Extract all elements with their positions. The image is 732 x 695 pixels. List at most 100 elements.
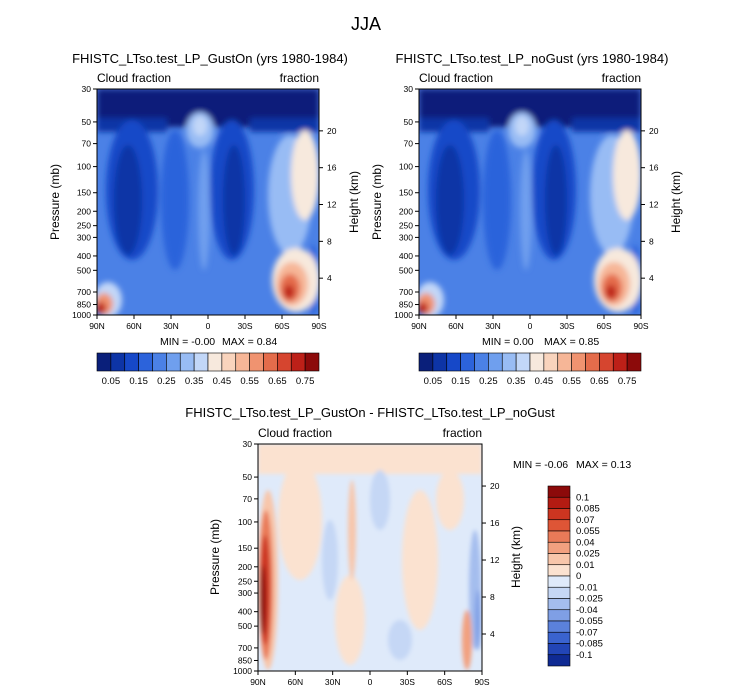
y-tick-label: 400 xyxy=(399,251,413,261)
colorbar-swatch xyxy=(166,352,181,372)
colorbar-label: 0.75 xyxy=(618,376,637,387)
x-tick-label: 60S xyxy=(437,677,452,687)
colorbar: 0.05 0.15 0.25 0.35 0.45 0.55 0.65 0.75 xyxy=(96,352,320,387)
colorbar-swatch xyxy=(547,519,571,532)
left-label: Cloud fraction xyxy=(258,426,332,440)
max-value: MAX = 0.85 xyxy=(544,336,599,348)
y2-tick-label: 4 xyxy=(327,273,332,283)
right-label: fraction xyxy=(443,426,482,440)
y2-tick-label: 8 xyxy=(649,236,654,246)
y-tick-label: 1000 xyxy=(233,666,252,676)
contour-field xyxy=(258,444,482,671)
colorbar-swatch xyxy=(547,541,571,554)
colorbar-label: 0.25 xyxy=(479,376,498,387)
y-tick-label: 100 xyxy=(77,162,91,172)
colorbar-swatch xyxy=(207,352,223,372)
panel-gust-on: FHISTC_LTso.test_LP_GustOn (yrs 1980-198… xyxy=(48,51,361,387)
colorbar-swatch xyxy=(547,598,571,611)
max-value: MAX = 0.84 xyxy=(222,336,277,348)
colorbar-swatch xyxy=(501,352,517,372)
y-axis-label: Pressure (mb) xyxy=(370,164,384,240)
x-tick-label: 90S xyxy=(633,321,648,331)
colorbar-label: 0.04 xyxy=(576,537,595,548)
contour-field xyxy=(97,89,319,315)
left-label: Cloud fraction xyxy=(419,71,493,85)
y-tick-label: 250 xyxy=(399,221,413,231)
colorbar-label: -0.1 xyxy=(576,650,592,661)
colorbar-label: 0.07 xyxy=(576,515,595,526)
min-value: MIN = -0.00 xyxy=(160,336,215,348)
colorbar-swatch xyxy=(277,352,292,372)
panel-title: FHISTC_LTso.test_LP_noGust (yrs 1980-198… xyxy=(396,51,669,66)
y2-axis-label: Height (km) xyxy=(509,526,523,588)
figure-title: JJA xyxy=(351,14,381,34)
x-tick-label: 60S xyxy=(274,321,289,331)
colorbar-label: -0.07 xyxy=(576,627,598,638)
y-tick-label: 30 xyxy=(82,84,92,94)
colorbar-label: 0.65 xyxy=(590,376,609,387)
y-tick-label: 850 xyxy=(77,300,91,310)
colorbar-swatch xyxy=(547,508,571,521)
y2-tick-label: 8 xyxy=(327,236,332,246)
colorbar-label: 0.45 xyxy=(535,376,554,387)
colorbar-swatch xyxy=(304,352,320,372)
colorbar-swatch xyxy=(612,352,628,372)
x-tick-label: 30N xyxy=(325,677,341,687)
y-tick-label: 30 xyxy=(404,84,414,94)
y2-tick-label: 20 xyxy=(649,126,659,136)
colorbar-swatch xyxy=(235,352,250,372)
x-tick-label: 0 xyxy=(368,677,373,687)
colorbar-swatch xyxy=(193,352,209,372)
contour-field xyxy=(419,89,641,315)
y-tick-label: 150 xyxy=(77,188,91,198)
colorbar-swatch xyxy=(571,352,586,372)
y2-tick-label: 4 xyxy=(649,273,654,283)
colorbar-swatch xyxy=(249,352,264,372)
y-tick-label: 200 xyxy=(238,562,252,572)
x-tick-label: 60N xyxy=(288,677,304,687)
colorbar-swatch xyxy=(529,352,545,372)
y-tick-label: 700 xyxy=(77,287,91,297)
y-tick-label: 100 xyxy=(399,162,413,172)
y-tick-label: 50 xyxy=(243,472,253,482)
x-tick-label: 60N xyxy=(448,321,464,331)
colorbar-swatch xyxy=(179,352,195,372)
colorbar-label: 0.35 xyxy=(185,376,204,387)
y-tick-label: 200 xyxy=(399,206,413,216)
colorbar-swatch xyxy=(96,352,112,372)
colorbar-swatch xyxy=(557,352,572,372)
x-tick-label: 30S xyxy=(400,677,415,687)
colorbar-swatch xyxy=(474,352,489,372)
y2-tick-label: 20 xyxy=(490,481,500,491)
y2-tick-label: 12 xyxy=(490,555,500,565)
colorbar-label: 0.05 xyxy=(424,376,443,387)
y2-tick-label: 16 xyxy=(327,163,337,173)
y-tick-label: 50 xyxy=(82,117,92,127)
colorbar-swatch xyxy=(547,485,571,498)
colorbar-label: -0.055 xyxy=(576,616,603,627)
colorbar-swatch xyxy=(446,352,461,372)
colorbar-swatch xyxy=(152,352,167,372)
y-tick-label: 200 xyxy=(77,206,91,216)
right-label: fraction xyxy=(602,71,641,85)
y-tick-label: 500 xyxy=(77,265,91,275)
y2-axis-label: Height (km) xyxy=(669,171,683,233)
colorbar-label: 0.55 xyxy=(562,376,581,387)
x-tick-label: 30S xyxy=(237,321,252,331)
colorbar-label: 0.25 xyxy=(157,376,176,387)
colorbar-swatch xyxy=(432,352,448,372)
y-tick-label: 850 xyxy=(399,300,413,310)
x-tick-label: 30S xyxy=(559,321,574,331)
y2-tick-label: 8 xyxy=(490,592,495,602)
y2-tick-label: 12 xyxy=(327,200,337,210)
y-tick-label: 1000 xyxy=(394,310,413,320)
colorbar-swatch xyxy=(547,654,571,667)
y-tick-label: 70 xyxy=(243,494,253,504)
x-tick-label: 30N xyxy=(163,321,179,331)
colorbar-label: 0 xyxy=(576,571,581,582)
colorbar-swatch xyxy=(543,352,559,372)
colorbar-swatch xyxy=(547,496,571,509)
y-tick-label: 400 xyxy=(238,607,252,617)
x-tick-label: 30N xyxy=(485,321,501,331)
colorbar-label: 0.01 xyxy=(576,560,595,571)
